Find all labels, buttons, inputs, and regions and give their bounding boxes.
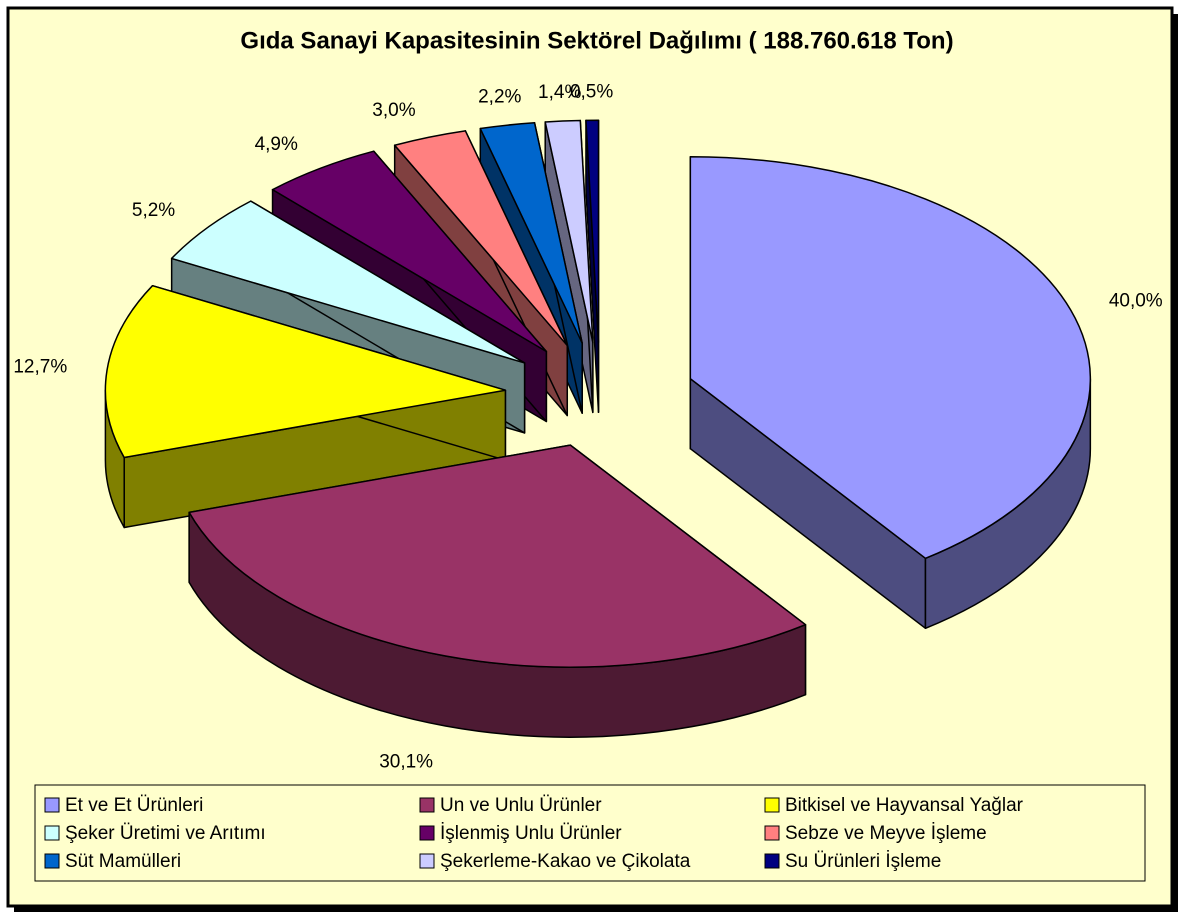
- pie-slice: [170, 200, 526, 364]
- legend-label: Et ve Et Ürünleri: [65, 795, 203, 816]
- legend-swatch: [44, 853, 60, 869]
- legend-swatch: [419, 853, 435, 869]
- data-label: 12,7%: [13, 356, 67, 377]
- chart-title: Gıda Sanayi Kapasitesinin Sektörel Dağıl…: [240, 27, 953, 54]
- data-label: 40,0%: [1109, 290, 1163, 311]
- data-label: 1,4%: [538, 82, 581, 103]
- data-label: 5,2%: [132, 200, 175, 221]
- legend-label: Şeker Üretimi ve Arıtımı: [65, 823, 266, 844]
- data-label: 3,0%: [372, 100, 415, 121]
- data-label: 0,5%: [570, 81, 613, 102]
- legend-label: Un ve Unlu Ürünler: [440, 795, 602, 816]
- data-label: 2,2%: [478, 87, 521, 108]
- pie-slice: [689, 155, 1092, 560]
- legend-swatch: [764, 853, 780, 869]
- data-label: 4,9%: [255, 134, 298, 155]
- pie-slice: [188, 444, 807, 668]
- pie-slice: [479, 122, 583, 344]
- pie-slice: [544, 119, 594, 344]
- legend-label: Sebze ve Meyve İşleme: [785, 823, 987, 844]
- legend-swatch: [419, 825, 435, 841]
- legend-label: Süt Mamülleri: [65, 851, 181, 872]
- pie-slice: [104, 284, 507, 459]
- pie-slice: [271, 150, 548, 353]
- legend-swatch: [44, 797, 60, 813]
- legend-box: [34, 784, 1146, 882]
- data-label: 30,1%: [379, 752, 433, 773]
- legend-label: Su Ürünleri İşleme: [785, 851, 941, 872]
- pie-slice: [393, 130, 569, 347]
- legend-swatch: [44, 825, 60, 841]
- legend-swatch: [764, 797, 780, 813]
- legend-label: Şekerleme-Kakao ve Çikolata: [440, 851, 691, 872]
- legend-label: Bitkisel ve Hayvansal Yağlar: [785, 795, 1024, 816]
- legend-swatch: [764, 825, 780, 841]
- legend-label: İşlenmiş Unlu Ürünler: [440, 823, 622, 844]
- pie-slice: [585, 119, 600, 344]
- legend-swatch: [419, 797, 435, 813]
